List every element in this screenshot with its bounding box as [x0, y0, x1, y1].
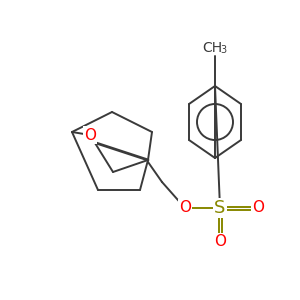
Text: O: O: [84, 128, 96, 142]
Text: CH: CH: [202, 41, 222, 55]
Text: O: O: [214, 235, 226, 250]
Text: S: S: [214, 199, 226, 217]
Text: O: O: [179, 200, 191, 215]
Text: 3: 3: [220, 45, 226, 55]
Text: O: O: [252, 200, 264, 215]
